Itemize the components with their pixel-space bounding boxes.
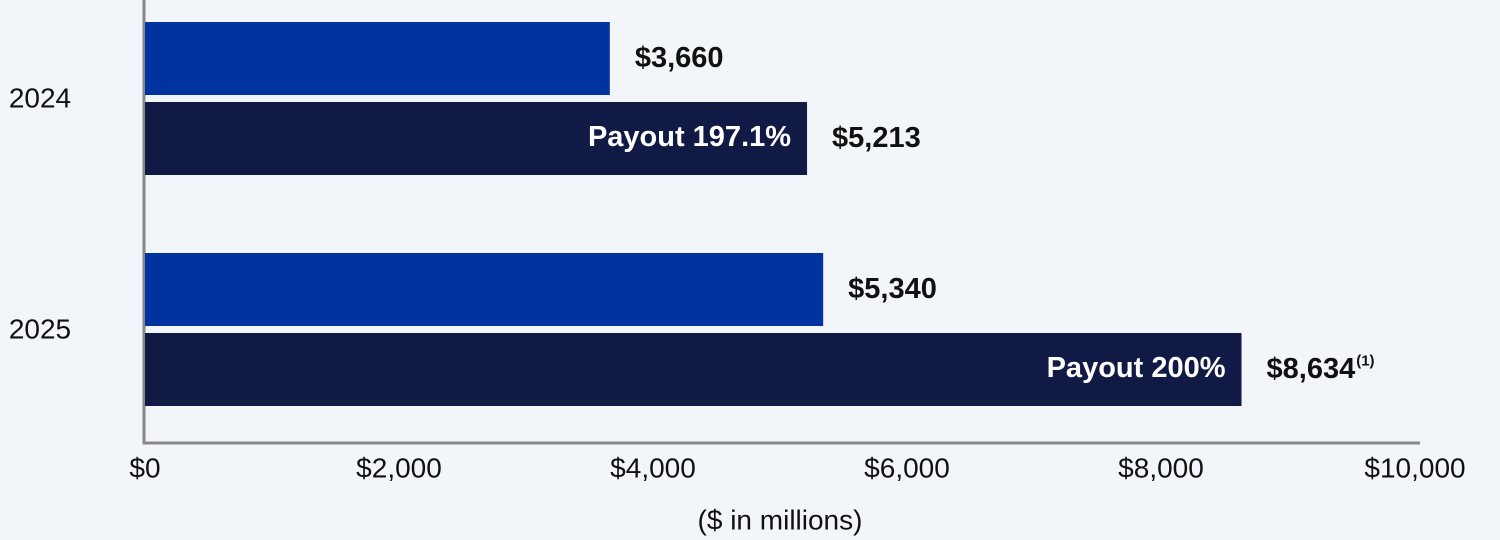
value-label: $5,340 — [848, 273, 937, 305]
x-axis-label: ($ in millions) — [698, 504, 863, 535]
footnote-mark: (1) — [1356, 352, 1374, 369]
bar-annotation: Payout 200% — [1047, 352, 1226, 384]
value-label: $5,213 — [832, 122, 921, 154]
y-tick-label: 2025 — [9, 313, 71, 344]
x-tick-label: $0 — [129, 452, 160, 483]
x-tick-label: $8,000 — [1118, 452, 1204, 483]
x-tick-label: $2,000 — [356, 452, 442, 483]
bar — [145, 102, 808, 175]
bar — [145, 22, 610, 95]
bar — [145, 253, 824, 326]
x-tick-label: $10,000 — [1364, 452, 1465, 483]
x-tick-label: $6,000 — [864, 452, 950, 483]
bar — [145, 333, 1242, 406]
y-tick-label: 2024 — [9, 82, 71, 113]
bar-annotation: Payout 197.1% — [588, 121, 791, 153]
x-tick-label: $4,000 — [610, 452, 696, 483]
value-label: $3,660 — [635, 42, 724, 74]
value-label: $8,634 — [1267, 353, 1356, 385]
